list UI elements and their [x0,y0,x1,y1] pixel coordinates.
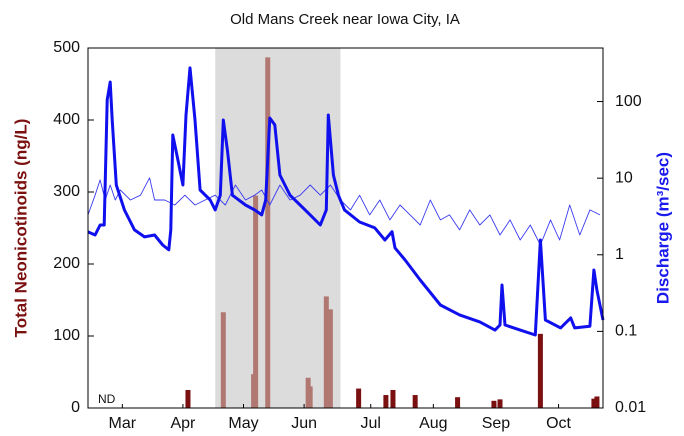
y-tick-label: 400 [53,111,80,128]
chart-title: Old Mans Creek near Iowa City, IA [230,11,460,28]
bar [356,388,362,408]
bar [591,398,597,408]
bar [390,390,396,408]
y-tick-label: 100 [53,327,80,344]
bar [594,396,600,408]
bar [220,312,226,408]
shaded-region [215,48,341,408]
annotation: ND [98,392,116,406]
bar [265,57,271,409]
y-axis-label: Total Neonicotinoids (ng/L) [11,119,30,338]
bar [383,395,389,408]
y2-tick-label: 0.01 [615,399,646,416]
y-tick-label: 300 [53,183,80,200]
x-tick-label: Jul [361,415,381,432]
bar [491,400,497,408]
bar [537,333,543,408]
discharge-line [87,66,605,337]
x-tick-label: Sep [482,415,511,432]
y2-tick-label: 0.1 [615,323,637,340]
y-tick-label: 200 [53,255,80,272]
x-tick-label: Apr [170,415,196,432]
x-tick-label: Mar [109,415,137,432]
x-tick-label: Aug [419,415,447,432]
bar [412,395,418,408]
bar [253,195,259,408]
y2-axis-label: Discharge (m³/sec) [653,152,672,304]
y2-tick-label: 100 [615,93,642,110]
bar [327,309,333,408]
x-tick-label: May [228,415,258,432]
y-tick-label: 0 [71,399,80,416]
bar [307,386,313,408]
y-tick-label: 500 [53,39,80,56]
x-tick-label: Jun [291,415,317,432]
bar [323,296,329,408]
plot-frame [87,47,604,409]
y2-tick-label: 1 [615,246,624,263]
y2-tick-label: 10 [615,169,633,186]
bar [185,390,191,408]
bar [497,399,503,408]
x-tick-label: Oct [546,415,571,432]
bar [455,397,461,408]
